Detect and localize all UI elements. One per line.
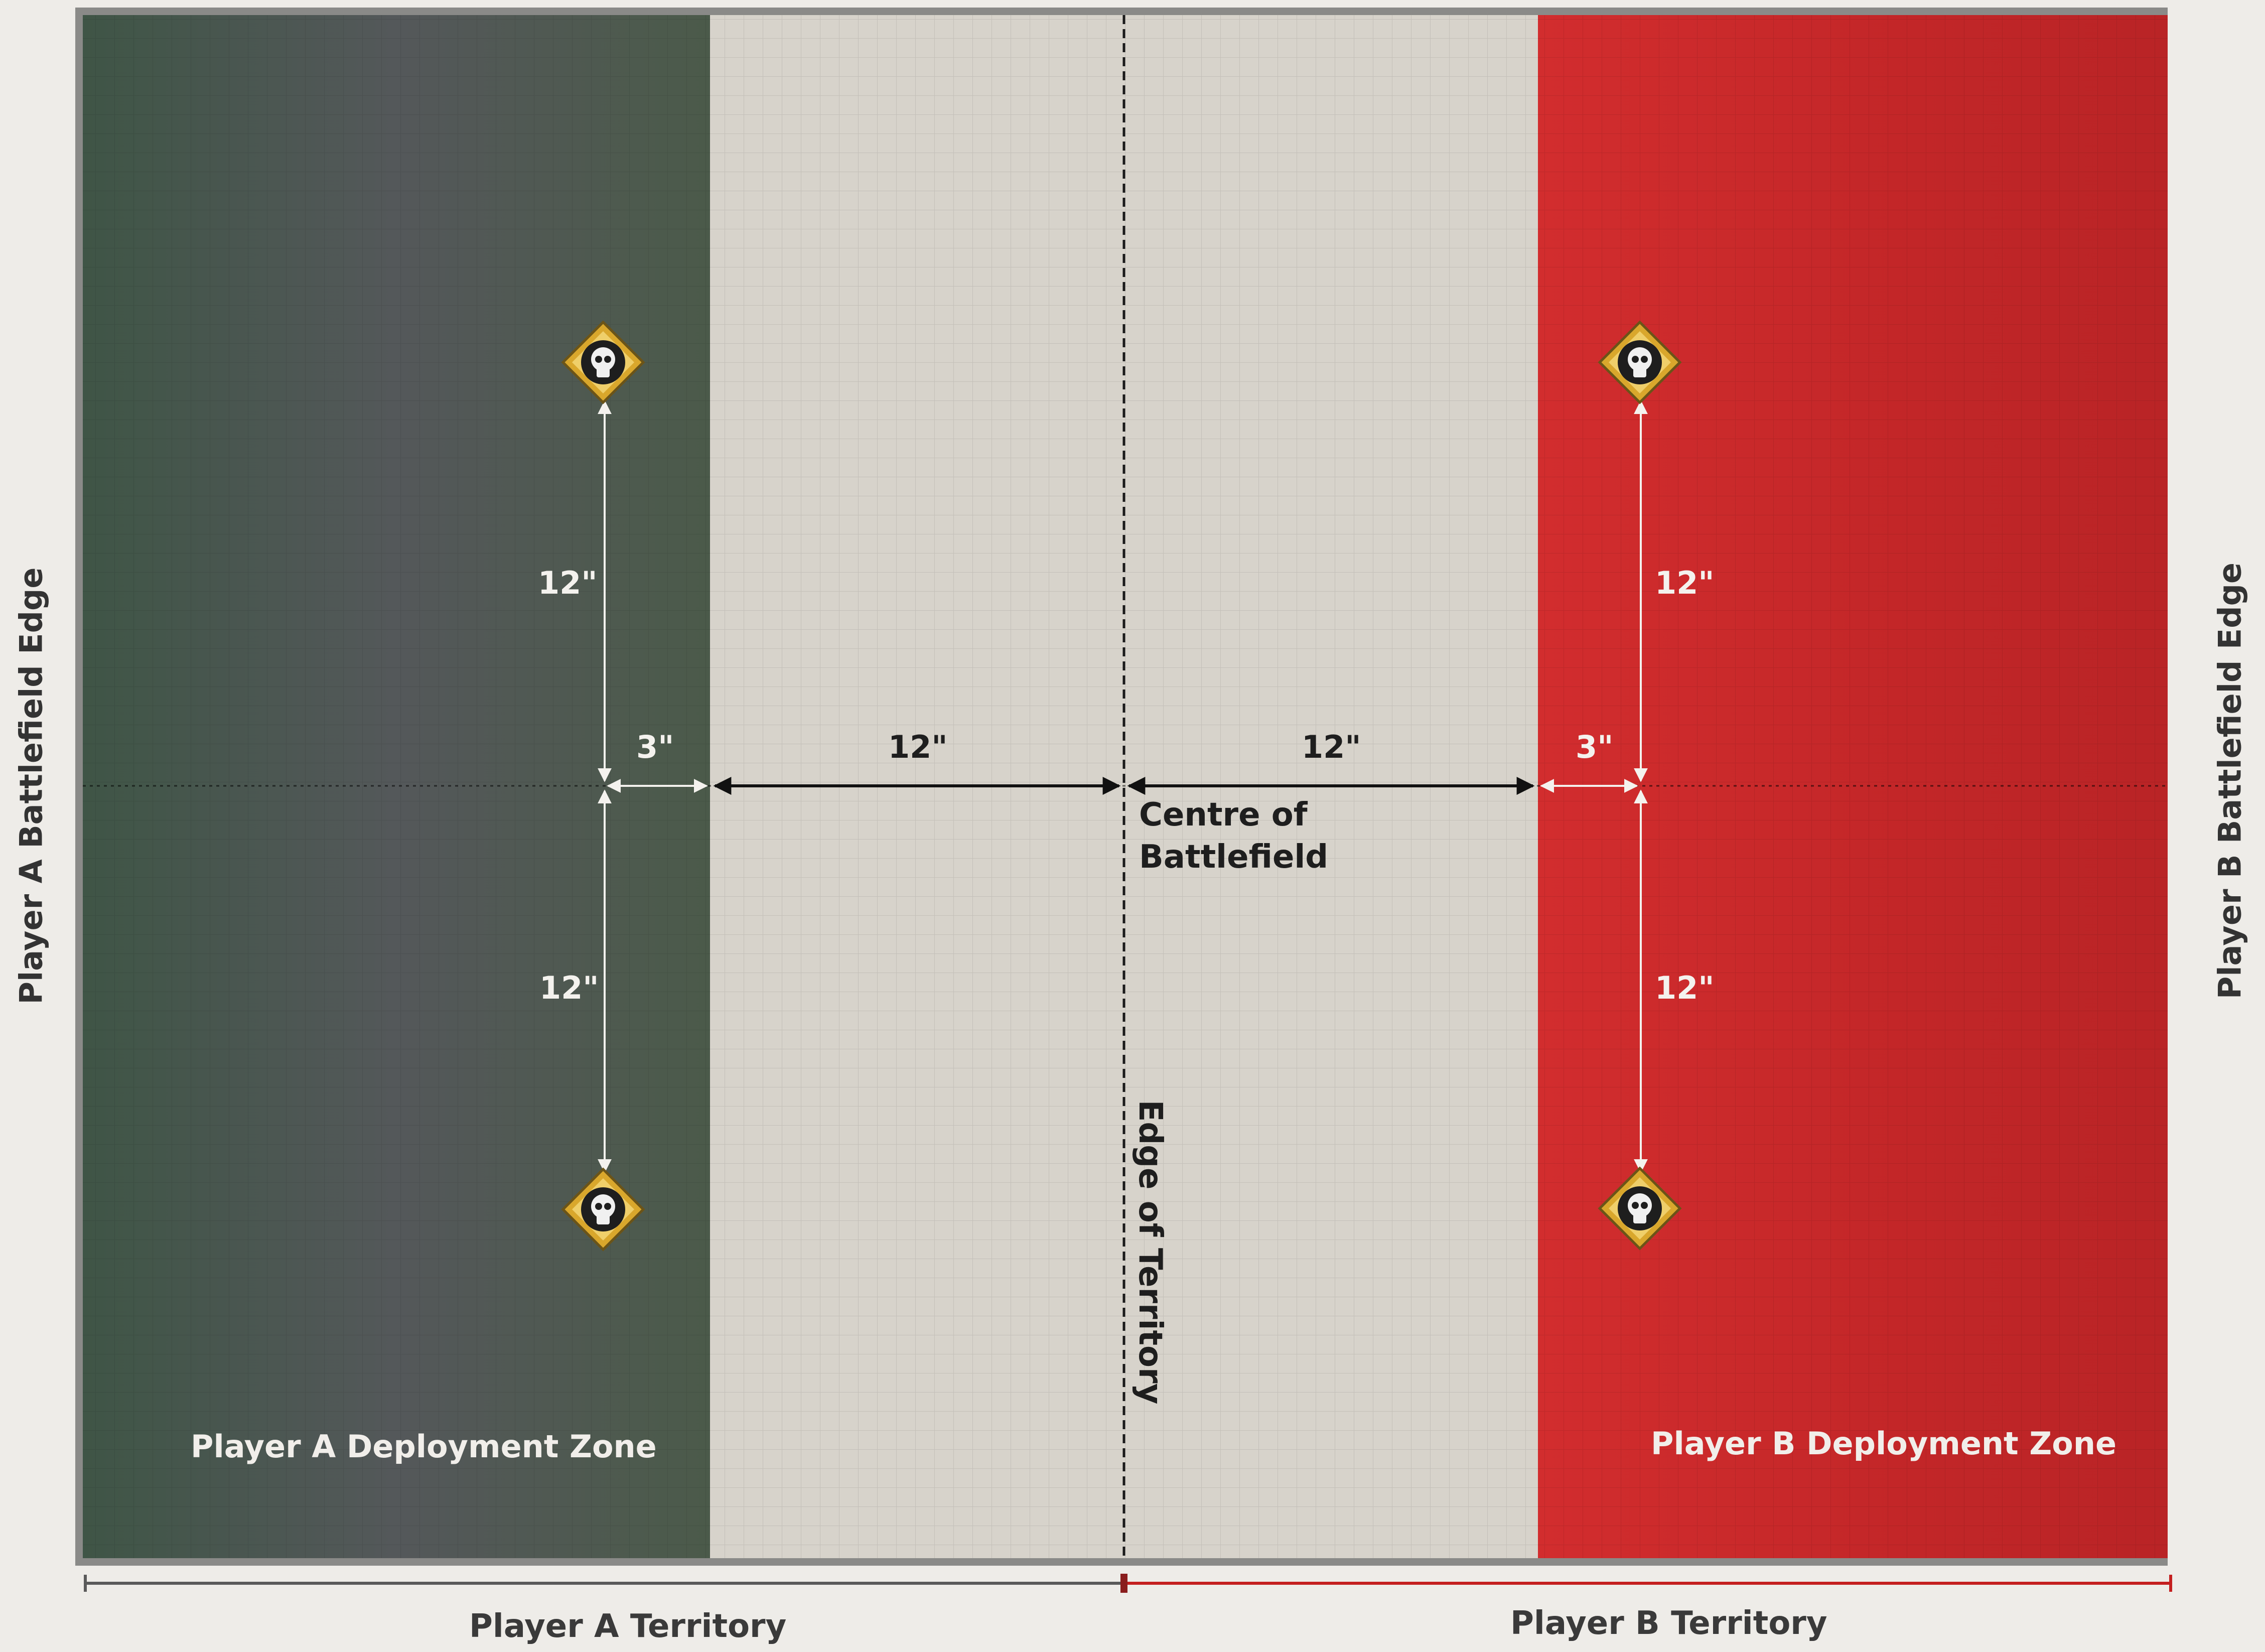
territory-a-label: Player A Territory [469,1608,787,1645]
measurement-b-side: 3" [1576,729,1614,765]
zone-b-label: Player B Deployment Zone [1651,1425,2117,1462]
measurement-b-bottom: 12" [1655,970,1715,1006]
centre-of-battlefield-label: Centre of Battlefield [1139,794,1328,878]
measurement-mid-right: 12" [1302,729,1361,765]
player-b-edge-label: Player B Battlefield Edge [2211,562,2248,1000]
measurement-a-side: 3" [636,729,674,765]
measurement-mid-left: 12" [888,729,948,765]
centre-label-line2: Battlefield [1139,839,1329,876]
zone-a-label: Player A Deployment Zone [191,1428,657,1465]
centre-label-line1: Centre of [1139,796,1308,834]
measurement-a-top: 12" [538,565,598,601]
edge-of-territory-label: Edge of Territory [1131,1099,1169,1405]
measurement-b-top: 12" [1655,565,1715,601]
territory-b-label: Player B Territory [1510,1605,1827,1642]
player-a-edge-label: Player A Battlefield Edge [13,567,50,1005]
measurement-a-bottom: 12" [539,970,599,1006]
